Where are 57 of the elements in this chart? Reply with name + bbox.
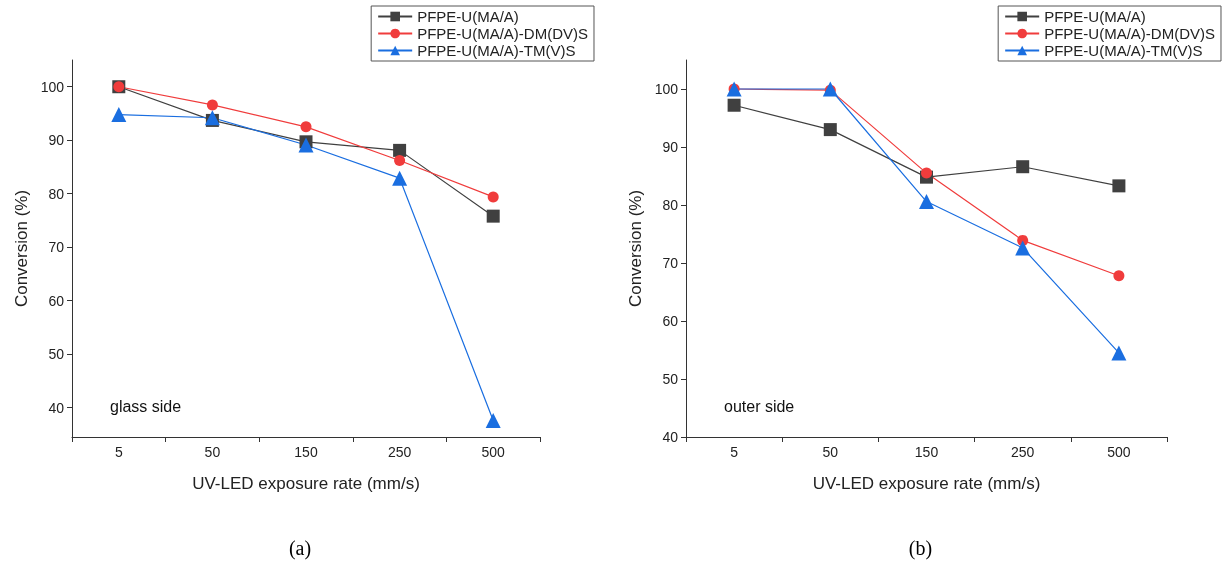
point [394,155,406,167]
point [1015,240,1031,256]
x-tick-label: 50 [822,444,839,460]
point [1113,270,1125,282]
y-tick-label: 70 [48,239,65,256]
y-tick-label: 70 [662,255,679,271]
y-tick-label: 60 [48,292,65,309]
y-tick-label: 40 [662,429,679,445]
x-tick-label: 500 [1107,444,1131,460]
x-tick-label: 150 [914,444,939,460]
x-tick-label: 500 [481,444,506,460]
y-tick-label: 50 [662,371,679,387]
legend-label: PFPE-U(MA/A)-DM(DV)S [1044,25,1216,42]
x-axis-title: UV-LED exposure rate (mm/s) [192,474,420,493]
x-tick-label: 50 [204,444,221,460]
legend-label: PFPE-U(MA/A)-TM(V)S [1044,42,1203,59]
y-tick-label: 100 [40,78,65,95]
point [485,412,501,428]
point [393,143,407,157]
text: (b) [908,537,933,560]
point [1111,345,1127,361]
y-tick-label: 80 [662,197,679,213]
legend-label: PFPE-U(MA/A)-DM(DV)S [417,25,589,42]
point [1112,179,1126,193]
y-tick-label: 80 [48,185,65,202]
point [300,121,312,133]
annotation: glass side [110,397,182,415]
y-tick-label: 60 [662,313,679,329]
x-tick-label: 250 [1011,444,1035,460]
legend-label: PFPE-U(MA/A) [1044,8,1146,25]
x-tick-label: 5 [730,444,739,460]
y-axis-title: Conversion (%) [11,189,31,308]
y-axis-title: Conversion (%) [625,189,645,308]
point [487,191,499,203]
point [206,99,218,111]
text: (a) [288,537,312,560]
y-tick-label: 40 [48,399,65,416]
legend-label: PFPE-U(MA/A)-TM(V)S [417,42,576,59]
point [823,123,837,137]
point [727,98,741,112]
x-tick-label: 250 [387,444,412,460]
point [392,170,408,186]
point [1016,160,1030,174]
point [921,167,932,179]
y-tick-label: 50 [48,346,65,363]
x-tick-label: 5 [114,444,123,460]
x-axis-title: UV-LED exposure rate (mm/s) [812,474,1041,493]
annotation: outer side [724,397,795,415]
y-tick-label: 90 [662,139,679,155]
x-tick-label: 150 [294,444,318,460]
y-tick-label: 90 [48,132,65,149]
point [486,209,500,223]
point [919,194,934,210]
point [298,137,314,153]
y-tick-label: 100 [654,81,679,97]
legend-label: PFPE-U(MA/A) [417,8,519,25]
point [111,107,127,123]
